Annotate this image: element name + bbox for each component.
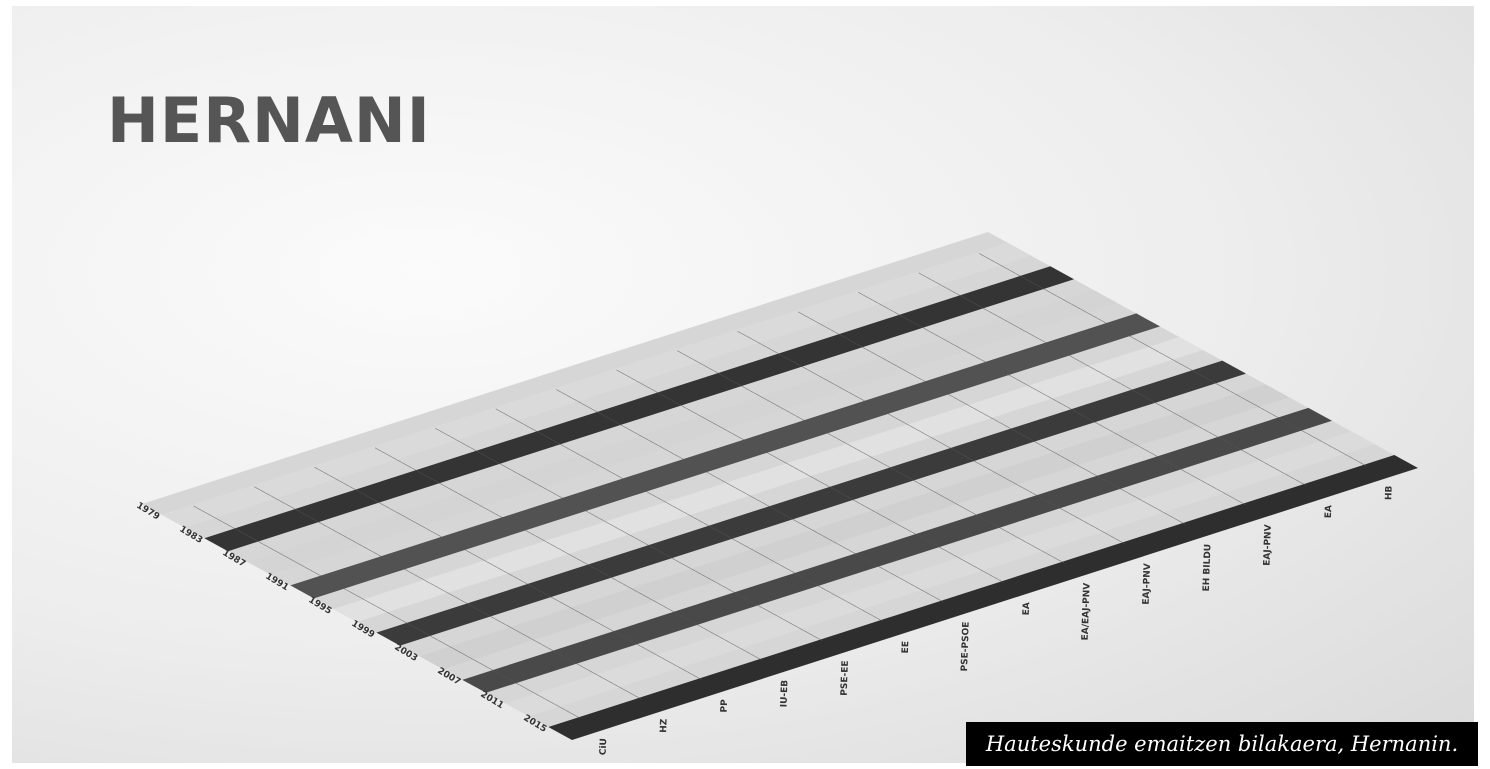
area-wall-ea-eaj-pnv bbox=[677, 350, 1065, 564]
party-tick-label: CiU bbox=[599, 738, 610, 755]
floor-band bbox=[204, 266, 1075, 552]
area-wall-eaj-pnv bbox=[737, 331, 1125, 544]
party-tick-label: PP bbox=[720, 699, 730, 713]
area-wall-pse-psoe bbox=[556, 389, 944, 603]
area-wall-ee bbox=[495, 408, 883, 622]
area-wall-ea bbox=[616, 369, 1004, 583]
floor-band bbox=[376, 360, 1247, 646]
party-tick-label: EAJ-PNV bbox=[1142, 563, 1153, 605]
area-wall-ciu bbox=[193, 505, 581, 719]
floor-band bbox=[548, 455, 1418, 740]
party-tick-label: HB bbox=[1384, 485, 1395, 500]
party-tick-label: EA bbox=[1324, 505, 1334, 518]
party-axis: CiU HZ PP IU-EB PSE-EE EE PSE-PSOE EA EA/EAJ-PNV… bbox=[599, 485, 1395, 755]
chart-title: HERNANI bbox=[107, 84, 431, 157]
area-wall-hb bbox=[979, 253, 1367, 467]
party-tick-label: EA/EAJ-PNV bbox=[1081, 583, 1093, 641]
chart-3d-area: 1979198319871991199519992003200720112015… bbox=[134, 232, 1418, 755]
floor-band bbox=[161, 242, 1032, 528]
floor-band bbox=[247, 289, 1118, 575]
area-wall-pse-ee bbox=[435, 428, 823, 641]
chart-floor bbox=[142, 232, 1418, 740]
floor-band bbox=[290, 313, 1161, 599]
area-wall-pp bbox=[314, 467, 702, 680]
caption: Hauteskunde emaitzen bilakaera, Hernanin… bbox=[966, 722, 1478, 766]
area-wall-eaj-pnv bbox=[858, 292, 1246, 505]
party-tick-label: PSE-EE bbox=[840, 660, 851, 696]
party-tick-label: EAJ-PNV bbox=[1262, 524, 1273, 566]
party-tick-label: HZ bbox=[659, 718, 670, 733]
floor-band bbox=[419, 384, 1290, 670]
chart-areas bbox=[193, 253, 1367, 719]
area-wall-iu-eb bbox=[374, 447, 763, 661]
party-tick-label: IU-EB bbox=[780, 680, 791, 708]
party-tick-label: EA bbox=[1022, 602, 1032, 615]
area-wall-ea bbox=[918, 272, 1306, 486]
party-tick-label: PSE-PSOE bbox=[960, 621, 972, 671]
party-tick-label: EE bbox=[901, 641, 911, 654]
floor-band bbox=[505, 431, 1376, 717]
area-wall-eh-bildu bbox=[797, 311, 1186, 525]
party-tick-label: EH BILDU bbox=[1202, 544, 1214, 592]
area-wall-hz bbox=[254, 486, 642, 700]
floor-band bbox=[462, 407, 1333, 693]
chart-frame: 1979 1983 1987 1991 1995 1999 2003 2007 2011 2015… bbox=[12, 6, 1474, 763]
floor-band bbox=[333, 337, 1204, 622]
